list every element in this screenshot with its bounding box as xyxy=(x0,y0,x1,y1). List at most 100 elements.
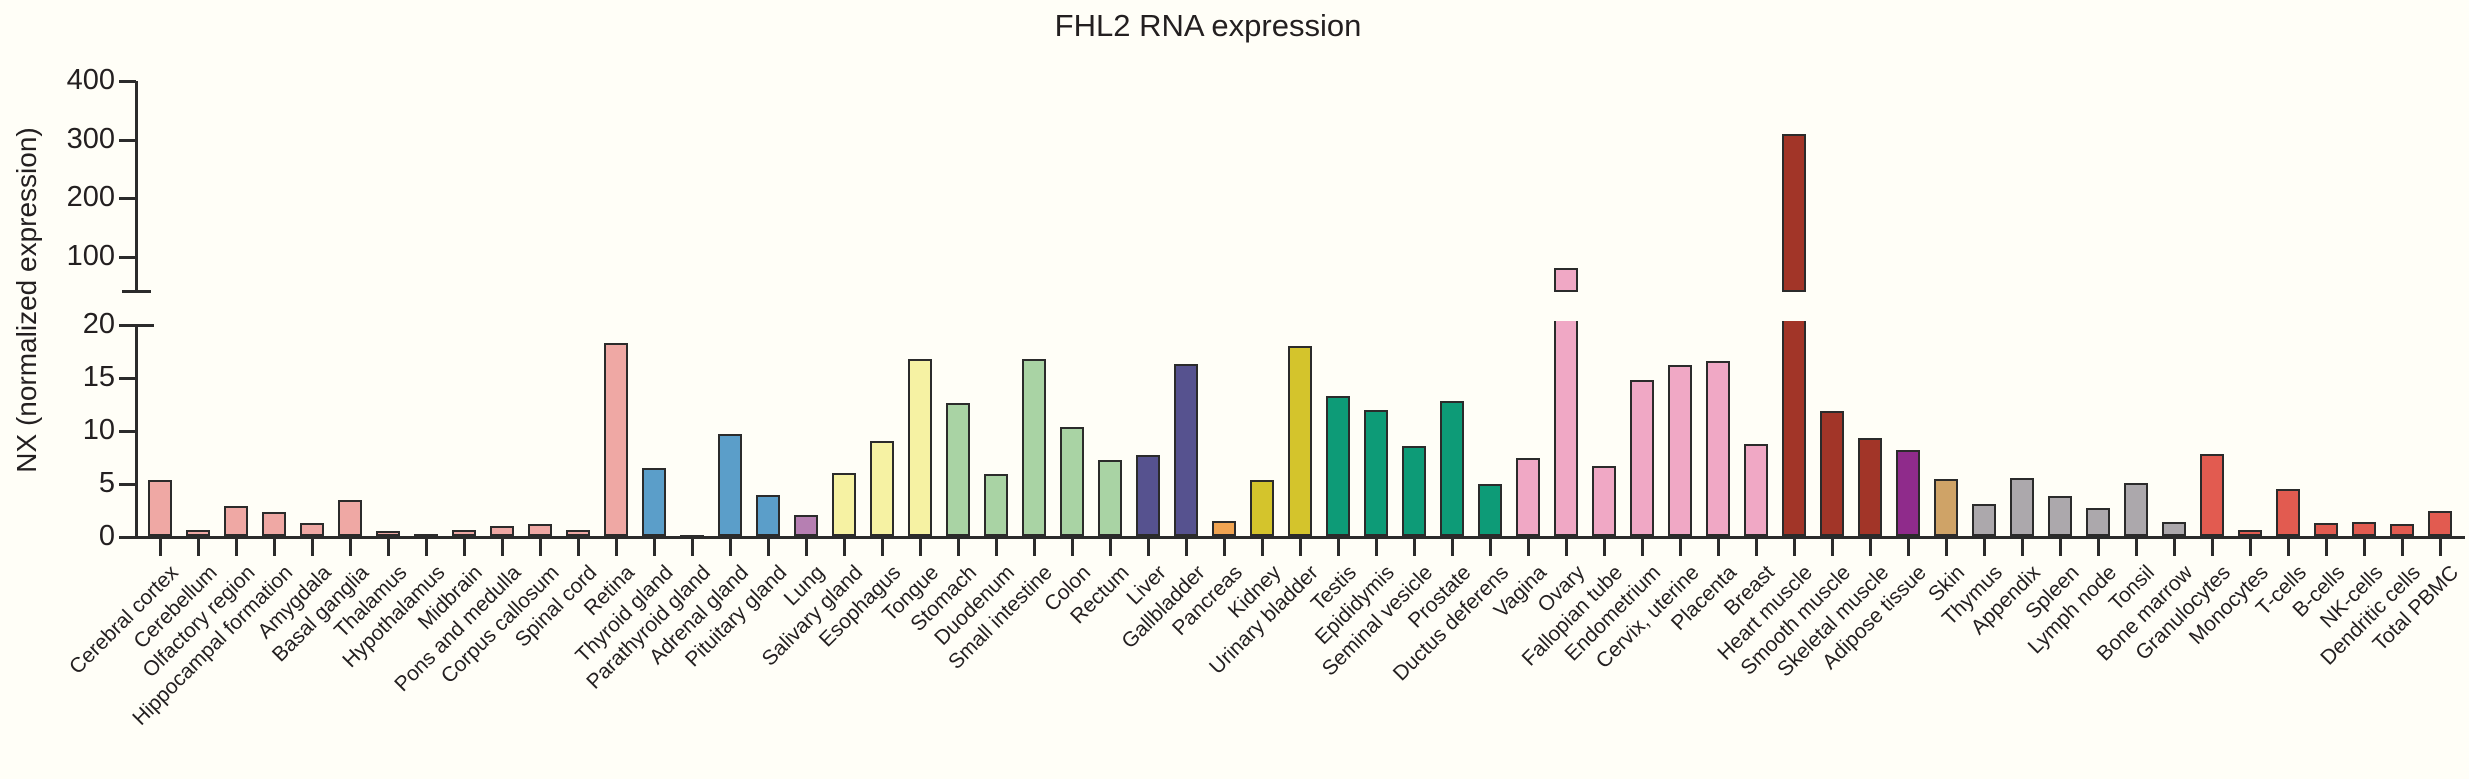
bar-adipose-tissue xyxy=(1896,450,1920,536)
x-tick-mark xyxy=(1945,539,1948,556)
x-tick-mark xyxy=(2021,539,2024,556)
bar-ovary xyxy=(1554,321,1578,536)
x-tick-mark xyxy=(2097,539,2100,556)
bar-hippocampal-formation xyxy=(262,511,286,536)
x-tick-mark xyxy=(1603,539,1606,556)
x-tick-mark xyxy=(881,539,884,556)
x-tick-mark xyxy=(463,539,466,556)
x-tick-mark xyxy=(2439,539,2442,556)
bar-tongue xyxy=(908,358,932,536)
x-tick-mark xyxy=(197,539,200,556)
bar-nk-cells xyxy=(2352,522,2376,536)
upper-y-axis-spine xyxy=(135,81,138,293)
bar-duodenum xyxy=(984,474,1008,536)
upper-axis-break-cap xyxy=(122,290,151,293)
bar-small-intestine xyxy=(1022,358,1046,536)
x-tick-mark xyxy=(1869,539,1872,556)
bar-bone-marrow xyxy=(2162,522,2186,536)
x-tick-mark xyxy=(349,539,352,556)
x-tick-mark xyxy=(1907,539,1910,556)
bar-skin xyxy=(1934,478,1958,536)
x-tick-mark xyxy=(1299,539,1302,556)
x-tick-mark xyxy=(1337,539,1340,556)
bar-pons-and-medulla xyxy=(490,526,514,536)
bar-corpus-callosum xyxy=(528,524,552,536)
x-tick-mark xyxy=(1185,539,1188,556)
bar-thalamus xyxy=(376,530,400,536)
y-tick-label: 400 xyxy=(66,64,115,96)
bar-tonsil xyxy=(2124,482,2148,536)
y-tick-label: 5 xyxy=(98,467,115,499)
bar-esophagus xyxy=(870,440,894,536)
x-axis-baseline xyxy=(135,536,2465,539)
x-tick-mark xyxy=(1033,539,1036,556)
x-tick-mark xyxy=(843,539,846,556)
y-tick-label: 300 xyxy=(66,122,115,155)
bar-olfactory-region xyxy=(224,506,248,536)
y-tick-label: 20 xyxy=(82,308,115,340)
bar-thyroid-gland xyxy=(642,468,666,536)
x-tick-mark xyxy=(1451,539,1454,556)
x-tick-mark xyxy=(2287,539,2290,556)
y-tick-label: 200 xyxy=(66,181,115,214)
lower-y-axis-spine xyxy=(135,325,138,537)
x-tick-mark xyxy=(767,539,770,556)
bar-urinary-bladder xyxy=(1288,346,1312,536)
y-tick-mark xyxy=(119,536,136,539)
bar-total-pbmc xyxy=(2428,510,2452,536)
x-tick-mark xyxy=(691,539,694,556)
bar-retina xyxy=(604,343,628,536)
x-tick-mark xyxy=(1375,539,1378,556)
x-tick-mark xyxy=(539,539,542,556)
bar-skeletal-muscle xyxy=(1858,438,1882,536)
y-tick-label: 10 xyxy=(82,414,115,446)
x-tick-mark xyxy=(1071,539,1074,556)
bar-cerebral-cortex xyxy=(148,479,172,536)
bar-colon xyxy=(1060,426,1084,536)
x-tick-mark xyxy=(805,539,808,556)
x-tick-mark xyxy=(729,539,732,556)
bar-basal-ganglia xyxy=(338,499,362,536)
bar-appendix xyxy=(2010,477,2034,536)
bar-lung xyxy=(794,514,818,536)
bar-ductus-deferens xyxy=(1478,484,1502,536)
x-tick-mark xyxy=(1831,539,1834,556)
y-tick-mark xyxy=(119,483,136,486)
bar-cervix-uterine xyxy=(1668,365,1692,536)
x-tick-mark xyxy=(311,539,314,556)
y-tick-label: 100 xyxy=(66,240,115,272)
y-tick-mark xyxy=(119,430,136,433)
x-tick-mark xyxy=(1641,539,1644,556)
x-tick-mark xyxy=(1527,539,1530,556)
bar-rectum xyxy=(1098,459,1122,536)
y-tick-mark xyxy=(119,197,136,201)
x-tick-mark xyxy=(2363,539,2366,556)
bar-seminal-vesicle xyxy=(1402,445,1426,536)
bar-testis xyxy=(1326,396,1350,536)
x-tick-mark xyxy=(273,539,276,556)
bar-liver xyxy=(1136,455,1160,536)
bar-kidney xyxy=(1250,479,1274,536)
bar-b-cells xyxy=(2314,523,2338,536)
x-tick-mark xyxy=(387,539,390,556)
x-tick-mark xyxy=(2059,539,2062,556)
x-tick-mark xyxy=(1565,539,1568,556)
bar-spinal-cord xyxy=(566,529,590,536)
x-tick-mark xyxy=(1755,539,1758,556)
x-tick-mark xyxy=(1793,539,1796,556)
y-tick-label: 15 xyxy=(82,361,115,393)
x-tick-mark xyxy=(653,539,656,556)
x-tick-mark xyxy=(235,539,238,556)
x-tick-mark xyxy=(1489,539,1492,556)
bar-heart-muscle xyxy=(1782,321,1806,536)
bar-stomach xyxy=(946,403,970,536)
x-tick-mark xyxy=(577,539,580,556)
bar-dendritic-cells xyxy=(2390,524,2414,536)
x-tick-mark xyxy=(2401,539,2404,556)
bar-granulocytes xyxy=(2200,454,2224,536)
chart-title: FHL2 RNA expression xyxy=(1054,8,1362,43)
x-tick-mark xyxy=(159,539,162,556)
x-tick-mark xyxy=(919,539,922,556)
bar-amygdala xyxy=(300,523,324,536)
bar-breast xyxy=(1744,443,1768,536)
